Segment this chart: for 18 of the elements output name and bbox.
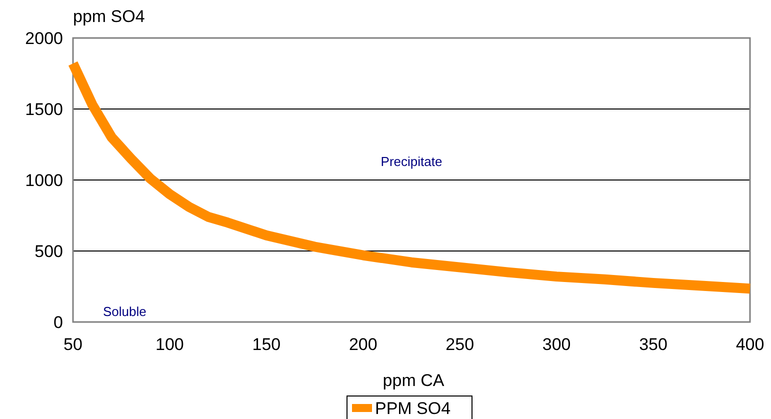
y-tick-label: 2000 bbox=[25, 28, 63, 48]
x-tick-label: 250 bbox=[446, 335, 474, 354]
x-tick-label: 50 bbox=[64, 335, 82, 354]
annotation: Precipitate bbox=[380, 154, 442, 169]
y-tick-label: 1500 bbox=[25, 100, 63, 119]
y-axis-title: ppm SO4 bbox=[73, 7, 145, 26]
x-tick-label: 300 bbox=[542, 335, 571, 354]
x-tick-label: 150 bbox=[252, 335, 281, 354]
y-tick-label: 0 bbox=[54, 312, 63, 332]
annotation: Soluble bbox=[103, 304, 146, 319]
x-tick-label: 400 bbox=[736, 335, 764, 354]
x-tick-label: 350 bbox=[639, 335, 668, 354]
y-tick-label: 1000 bbox=[25, 170, 63, 190]
legend-label: PPM SO4 bbox=[375, 399, 451, 418]
y-tick-label: 500 bbox=[34, 242, 63, 261]
x-tick-label: 200 bbox=[348, 335, 378, 354]
x-tick-label: 100 bbox=[156, 335, 184, 354]
x-axis-title: ppm CA bbox=[382, 371, 445, 390]
